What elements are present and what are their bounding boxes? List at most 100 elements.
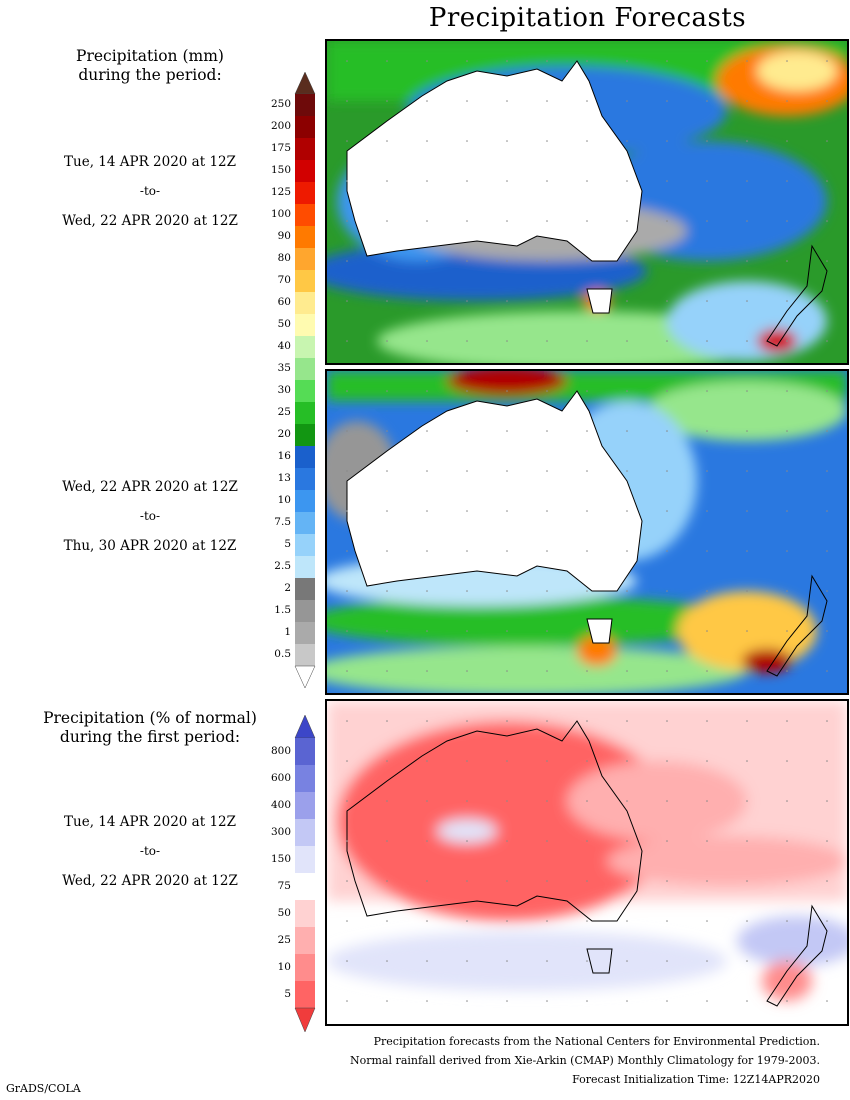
precip-colorbar-tick-label: 13 [277, 472, 291, 484]
precip-colorbar-swatch [295, 380, 315, 402]
anomaly-heading-line2: during the first period: [59, 728, 241, 746]
anomaly-heading: Precipitation (% of normal) during the f… [0, 709, 300, 747]
precip-colorbar-tick-label: 7.5 [274, 516, 291, 528]
precip-colorbar-tick-label: 175 [270, 142, 291, 154]
precip-colorbar-swatch [295, 622, 315, 644]
precip-heading: Precipitation (mm) during the period: [0, 47, 300, 85]
precip-map-period2-graphic [327, 371, 847, 693]
anomaly-colorbar-swatch [295, 927, 315, 954]
anomaly-colorbar-swatch [295, 738, 315, 765]
precip-map-period1 [325, 39, 849, 365]
precip-colorbar-swatch [295, 402, 315, 424]
precip-colorbar-swatch [295, 182, 315, 204]
precip-colorbar-swatch [295, 446, 315, 468]
precip-colorbar-swatch [295, 490, 315, 512]
precip-colorbar-tick-label: 1.5 [274, 604, 291, 616]
precip-colorbar-tick-label: 90 [277, 230, 291, 242]
precip-colorbar-swatch [295, 424, 315, 446]
precip-colorbar-tick-label: 60 [277, 296, 291, 308]
precip-colorbar-tick-label: 0.5 [274, 648, 291, 660]
grads-credit: GrADS/COLA [6, 1082, 81, 1095]
period2-to: -to- [139, 509, 161, 523]
precip-map-period1-graphic [327, 41, 847, 363]
precip-colorbar-tick-label: 2 [284, 582, 291, 594]
precip-colorbar-tick-label: 100 [270, 208, 291, 220]
precip-colorbar-swatch [295, 248, 315, 270]
anomaly-heading-line1: Precipitation (% of normal) [43, 709, 257, 727]
precip-colorbar-svg [294, 71, 316, 689]
anomaly-map-graphic [327, 701, 847, 1024]
anomaly-colorbar: 800 600 400 300 150 75 50 25 10 5 [255, 714, 330, 1033]
precip-colorbar-top-arrow [294, 71, 316, 95]
anomaly-colorbar-top-arrow [294, 714, 316, 739]
precip-colorbar-tick-label: 25 [277, 406, 291, 418]
precip-colorbar-tick-label: 50 [277, 318, 291, 330]
period1-to: -to- [139, 184, 161, 198]
footer-line2: Normal rainfall derived from Xie-Arkin (… [350, 1054, 820, 1067]
precip-colorbar-swatch [295, 160, 315, 182]
precip-colorbar-tick-label: 150 [270, 164, 291, 176]
anomaly-colorbar-tick-label: 25 [277, 933, 291, 946]
precip-colorbar-swatch [295, 336, 315, 358]
precip-heading-line2: during the period: [78, 66, 222, 84]
precip-colorbar-tick-label: 35 [277, 362, 291, 374]
anomaly-colorbar-tick-label: 400 [270, 798, 291, 811]
anomaly-start: Tue, 14 APR 2020 at 12Z [64, 814, 236, 830]
precip-colorbar-swatch [295, 512, 315, 534]
precip-colorbar-swatch [295, 358, 315, 380]
precip-colorbar-swatch [295, 578, 315, 600]
anomaly-colorbar-swatch [295, 900, 315, 927]
precip-colorbar-swatch [295, 314, 315, 336]
precip-colorbar-tick-label: 5 [284, 538, 291, 550]
anomaly-colorbar-tick-label: 50 [277, 906, 291, 919]
precip-colorbar-swatch [295, 292, 315, 314]
anomaly-colorbar-swatch [295, 873, 315, 900]
precip-colorbar-swatch [295, 226, 315, 248]
precip-colorbar-tick-label: 30 [277, 384, 291, 396]
anomaly-colorbar-swatch [295, 981, 315, 1008]
anomaly-colorbar-bottom-arrow [294, 1007, 316, 1033]
precip-colorbar-tick-label: 40 [277, 340, 291, 352]
precip-colorbar-tick-label: 80 [277, 252, 291, 264]
precip-colorbar-tick-label: 70 [277, 274, 291, 286]
anomaly-colorbar-tick-label: 600 [270, 771, 291, 784]
anomaly-colorbar-swatch [295, 819, 315, 846]
period2-end: Thu, 30 APR 2020 at 12Z [63, 538, 237, 554]
precip-map-period2 [325, 369, 849, 695]
anomaly-to: -to- [139, 844, 161, 858]
precip-colorbar-tick-label: 10 [277, 494, 291, 506]
precip-colorbar-tick-label: 16 [277, 450, 291, 462]
precip-colorbar-swatch [295, 534, 315, 556]
anomaly-colorbar-tick-label: 5 [284, 987, 291, 1000]
precip-colorbar-tick-label: 20 [277, 428, 291, 440]
period1-end: Wed, 22 APR 2020 at 12Z [62, 213, 238, 229]
anomaly-colorbar-tick-label: 10 [277, 960, 291, 973]
precip-colorbar-swatch [295, 204, 315, 226]
anomaly-colorbar-tick-label: 300 [270, 825, 291, 838]
anomaly-colorbar-swatch [295, 954, 315, 981]
precip-colorbar-swatch [295, 270, 315, 292]
precip-colorbar-swatch [295, 94, 315, 116]
footer-line1: Precipitation forecasts from the Nationa… [373, 1035, 820, 1048]
anomaly-colorbar-swatch [295, 792, 315, 819]
page-title: Precipitation Forecasts [428, 3, 747, 33]
anomaly-map [325, 699, 849, 1026]
anomaly-colorbar-svg [294, 714, 316, 1033]
anomaly-colorbar-tick-label: 75 [277, 879, 291, 892]
precip-colorbar-tick-label: 1 [284, 626, 291, 638]
precip-colorbar-bottom-arrow [294, 665, 316, 689]
precip-colorbar-tick-label: 2.5 [274, 560, 291, 572]
precip-colorbar-swatch [295, 644, 315, 666]
anomaly-end: Wed, 22 APR 2020 at 12Z [62, 873, 238, 889]
precip-colorbar-swatch [295, 138, 315, 160]
footer-line3: Forecast Initialization Time: 12Z14APR20… [572, 1073, 820, 1086]
precip-colorbar: 250 200 175 150 125 100 90 80 70 60 50 40 35 30 25 20 16… [255, 71, 330, 689]
precip-colorbar-tick-label: 250 [270, 98, 291, 110]
anomaly-colorbar-swatch [295, 765, 315, 792]
period2-start: Wed, 22 APR 2020 at 12Z [62, 479, 238, 495]
precip-colorbar-swatch [295, 116, 315, 138]
precip-colorbar-tick-label: 200 [270, 120, 291, 132]
anomaly-colorbar-tick-label: 150 [270, 852, 291, 865]
anomaly-colorbar-swatch [295, 846, 315, 873]
precip-colorbar-swatch [295, 600, 315, 622]
